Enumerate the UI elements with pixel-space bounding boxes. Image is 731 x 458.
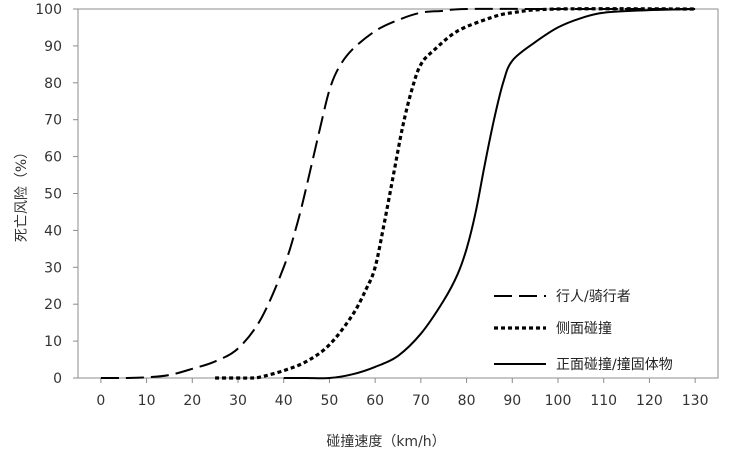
y-tick-label: 0 xyxy=(53,371,62,387)
legend-label-3: 正面碰撞/撞固体物 xyxy=(556,357,673,373)
x-tick-label: 120 xyxy=(636,393,663,409)
series-line-2 xyxy=(215,7,696,380)
x-tick-label: 90 xyxy=(503,393,521,409)
x-tick-label: 20 xyxy=(183,393,201,409)
x-axis-title: 碰撞速度（km/h） xyxy=(326,434,445,450)
x-tick-label: 110 xyxy=(590,393,617,409)
y-tick-label: 90 xyxy=(44,39,62,55)
x-tick-label: 130 xyxy=(682,393,709,409)
legend-label-2: 侧面碰撞 xyxy=(556,321,612,337)
y-axis-title: 死亡风险（%） xyxy=(14,145,30,242)
x-tick-label: 10 xyxy=(138,393,156,409)
y-tick-label: 10 xyxy=(44,334,62,350)
y-tick-label: 80 xyxy=(44,76,62,92)
y-tick-label: 20 xyxy=(44,297,62,313)
x-tick-label: 70 xyxy=(412,393,430,409)
x-tick-label: 40 xyxy=(275,393,293,409)
x-tick-label: 80 xyxy=(458,393,476,409)
x-tick-label: 0 xyxy=(96,393,105,409)
x-tick-label: 60 xyxy=(366,393,384,409)
series-lines xyxy=(100,7,696,380)
axes: 0 10 20 30 40 50 60 70 80 90 100 0 10 20 30 40 50 60 70 80 9… xyxy=(35,2,719,409)
x-tick-label: 100 xyxy=(545,393,572,409)
y-tick-label: 60 xyxy=(44,150,62,166)
legend-label-1: 行人/骑行者 xyxy=(556,289,631,305)
y-tick-label: 30 xyxy=(44,260,62,276)
y-tick-label: 40 xyxy=(44,223,62,239)
x-tick-label: 30 xyxy=(229,393,247,409)
x-tick-label: 50 xyxy=(321,393,339,409)
series-line-1 xyxy=(100,7,696,380)
y-tick-label: 50 xyxy=(44,187,62,203)
y-tick-label: 100 xyxy=(35,2,62,18)
y-tick-label: 70 xyxy=(44,113,62,129)
series-line-3 xyxy=(283,8,696,380)
